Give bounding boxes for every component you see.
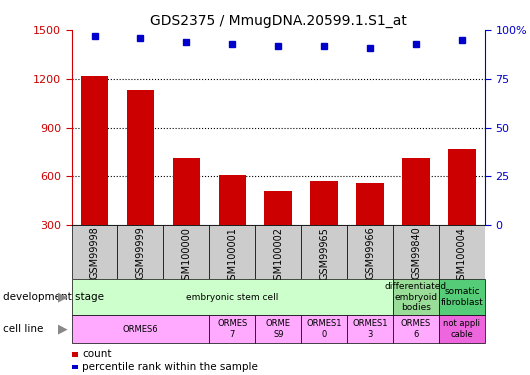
Bar <box>356 183 384 225</box>
Text: ORMES1
3: ORMES1 3 <box>352 320 388 339</box>
Text: embryonic stem cell: embryonic stem cell <box>186 292 278 302</box>
Text: ORMES1
0: ORMES1 0 <box>306 320 342 339</box>
Text: GSM100001: GSM100001 <box>227 226 237 285</box>
Text: ORMES6: ORMES6 <box>122 324 158 334</box>
Text: ORMES
7: ORMES 7 <box>217 320 248 339</box>
Bar <box>173 158 200 225</box>
Text: differentiated
embryoid
bodies: differentiated embryoid bodies <box>385 282 447 312</box>
Bar <box>264 191 292 225</box>
Bar <box>311 181 338 225</box>
Text: ORMES
6: ORMES 6 <box>401 320 431 339</box>
Text: ▶: ▶ <box>58 322 67 336</box>
Text: GSM99840: GSM99840 <box>411 226 421 279</box>
Text: GSM99965: GSM99965 <box>319 226 329 279</box>
Bar <box>448 148 476 225</box>
Text: GSM100000: GSM100000 <box>181 226 191 285</box>
Bar <box>218 175 246 225</box>
Bar <box>402 158 430 225</box>
Text: not appli
cable: not appli cable <box>444 320 481 339</box>
FancyBboxPatch shape <box>439 225 485 279</box>
Text: GSM99999: GSM99999 <box>136 226 145 279</box>
Bar <box>127 90 154 225</box>
Text: cell line: cell line <box>3 324 43 334</box>
Text: GSM100002: GSM100002 <box>273 226 283 286</box>
FancyBboxPatch shape <box>255 225 301 279</box>
Text: somatic
fibroblast: somatic fibroblast <box>440 288 483 307</box>
FancyBboxPatch shape <box>393 225 439 279</box>
Bar <box>81 75 108 225</box>
Text: count: count <box>82 349 112 359</box>
Text: GSM100004: GSM100004 <box>457 226 467 285</box>
FancyBboxPatch shape <box>347 225 393 279</box>
FancyBboxPatch shape <box>209 225 255 279</box>
FancyBboxPatch shape <box>72 225 118 279</box>
Text: GSM99966: GSM99966 <box>365 226 375 279</box>
Text: ORME
S9: ORME S9 <box>266 320 291 339</box>
Text: ▶: ▶ <box>58 291 67 304</box>
FancyBboxPatch shape <box>163 225 209 279</box>
Text: percentile rank within the sample: percentile rank within the sample <box>82 362 258 372</box>
Text: GSM99998: GSM99998 <box>90 226 100 279</box>
Title: GDS2375 / MmugDNA.20599.1.S1_at: GDS2375 / MmugDNA.20599.1.S1_at <box>150 13 407 28</box>
FancyBboxPatch shape <box>301 225 347 279</box>
Text: development stage: development stage <box>3 292 104 302</box>
FancyBboxPatch shape <box>118 225 163 279</box>
